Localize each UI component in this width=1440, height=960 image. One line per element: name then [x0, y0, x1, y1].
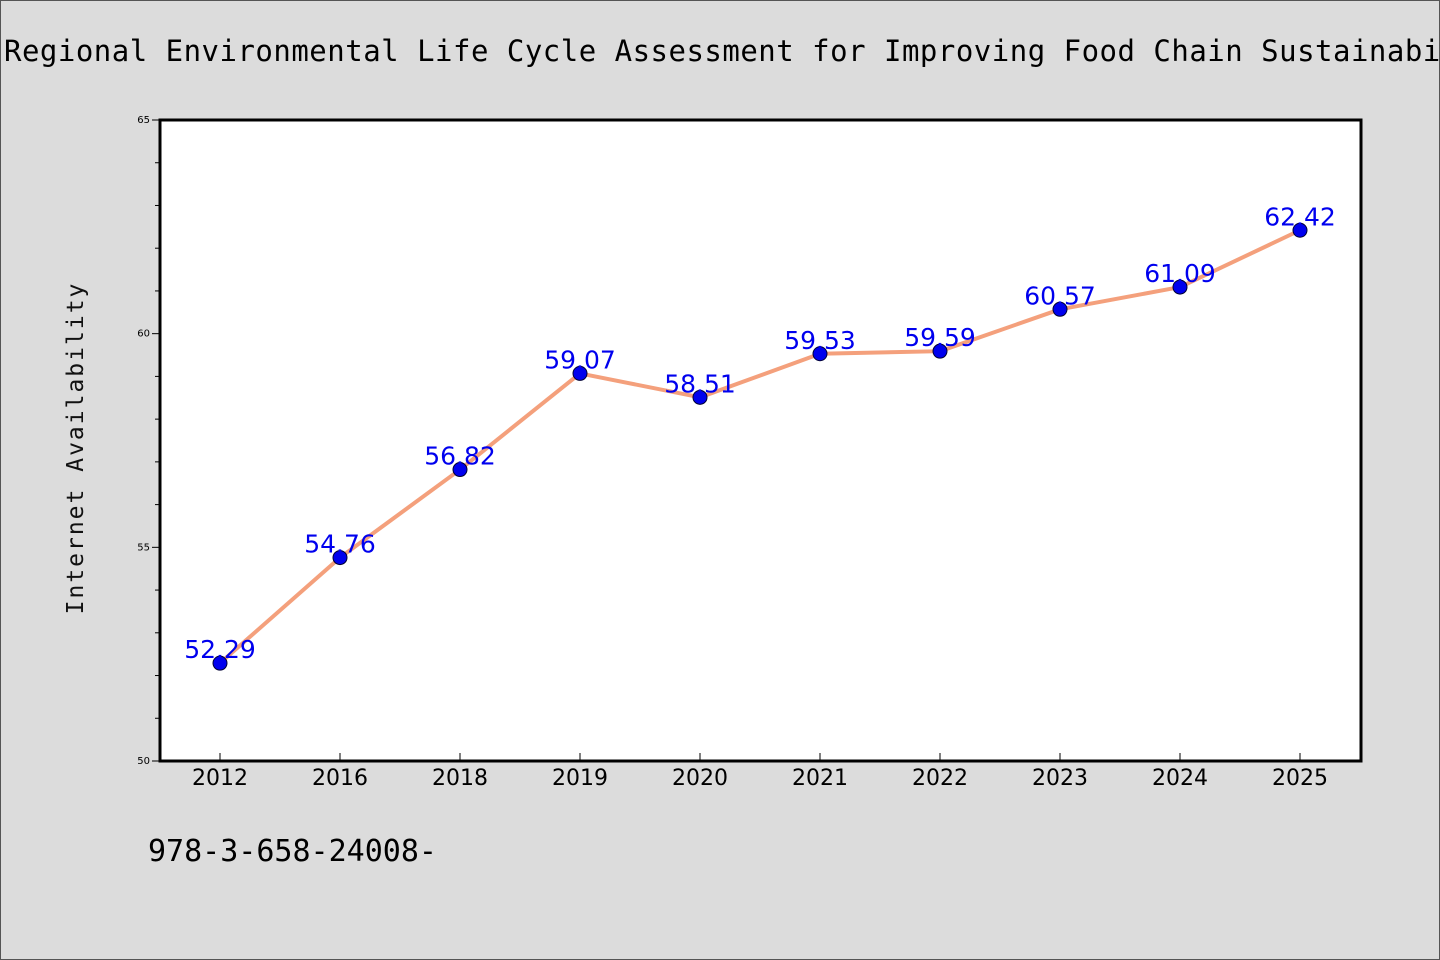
data-point [1052, 301, 1068, 317]
y-tick-label: 65 [137, 115, 150, 126]
data-labels-group: 52.29 54.76 56.82 59.07 58.51 59.53 59.59 60.57… [184, 202, 1336, 664]
data-label: 62.42 [1264, 202, 1336, 231]
y-axis: 50 55 60 65 [137, 115, 160, 767]
x-tick-label: 2024 [1152, 766, 1208, 791]
plot-area [158, 118, 1363, 763]
data-point [452, 462, 468, 478]
data-label: 60.57 [1024, 281, 1096, 310]
x-axis: 2012 2016 2018 2019 2020 2021 2022 2023 2024 2025 [192, 753, 1328, 791]
data-point [212, 655, 228, 671]
y-tick-label: 60 [137, 329, 150, 340]
x-tick-label: 2021 [792, 766, 848, 791]
data-label: 59.07 [544, 345, 616, 374]
y-tick-label: 55 [137, 542, 150, 553]
x-tick-label: 2018 [432, 766, 488, 791]
markers-group [212, 222, 1308, 671]
x-tick-label: 2022 [912, 766, 968, 791]
data-label: 58.51 [664, 369, 736, 398]
data-point [572, 365, 588, 381]
y-tick-label: 50 [137, 756, 150, 767]
chart-title: Regional Environmental Life Cycle Assess… [4, 34, 1440, 68]
data-point [932, 343, 948, 359]
series-group [218, 228, 1302, 666]
x-tick-label: 2023 [1032, 766, 1088, 791]
data-point [692, 389, 708, 405]
data-point [332, 550, 348, 566]
data-point [1172, 279, 1188, 295]
data-label: 52.29 [184, 635, 256, 664]
data-label: 59.59 [904, 323, 976, 352]
x-tick-label: 2019 [552, 766, 608, 791]
data-label: 61.09 [1144, 259, 1216, 288]
data-label: 54.76 [304, 530, 376, 559]
footnote-isbn: 978-3-658-24008- [148, 834, 437, 869]
x-tick-label: 2020 [672, 766, 728, 791]
data-label: 59.53 [784, 326, 856, 355]
x-tick-label: 2012 [192, 766, 248, 791]
data-point [1292, 222, 1308, 238]
data-label: 56.82 [424, 442, 496, 471]
series-line [218, 228, 1302, 666]
x-tick-label: 2025 [1272, 766, 1328, 791]
data-point [812, 346, 828, 362]
x-tick-label: 2016 [312, 766, 368, 791]
